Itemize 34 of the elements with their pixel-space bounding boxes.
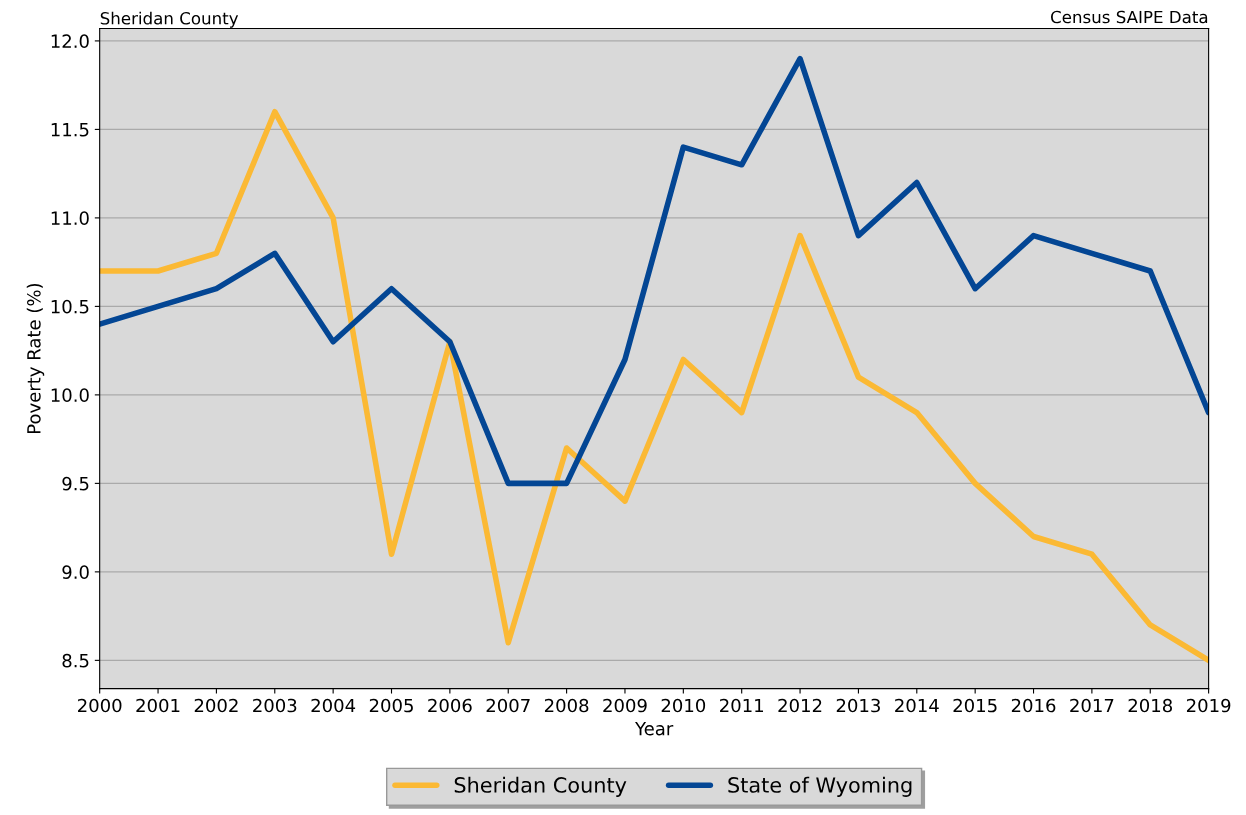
x-axis-title: Year <box>635 721 674 736</box>
y-tick-label: 10.0 <box>51 388 89 402</box>
x-tick-label: 2013 <box>836 698 880 713</box>
x-tick-label: 2004 <box>311 698 356 713</box>
x-tick-label: 2006 <box>428 698 472 713</box>
x-tick-label: 2019 <box>1186 698 1231 713</box>
y-tick-label: 11.0 <box>51 211 89 226</box>
x-tick-label: 2001 <box>136 698 180 713</box>
y-tick-label: 10.5 <box>51 299 89 314</box>
text: Census SAIPE Data <box>1050 10 1208 24</box>
x-tick-label: 2005 <box>369 698 413 713</box>
x-tick-label: 2011 <box>720 698 764 713</box>
x-tick-label: 2018 <box>1128 698 1172 713</box>
y-tick-label: 12.0 <box>51 34 89 49</box>
y-tick-label: 11.5 <box>51 123 89 137</box>
x-tick-label: 2017 <box>1070 698 1114 713</box>
legend-label: State of Wyoming <box>728 776 912 797</box>
x-tick-label: 2009 <box>603 698 647 713</box>
y-tick-label: 9.0 <box>62 565 89 579</box>
x-tick-label: 2010 <box>661 698 706 713</box>
x-tick-label: 2016 <box>1011 698 1056 713</box>
y-axis-title: Poverty Rate (%) <box>26 283 45 434</box>
x-tick-label: 2000 <box>78 698 122 713</box>
x-tick-label: 2014 <box>895 698 939 713</box>
y-tick-label: 8.5 <box>62 653 89 668</box>
x-tick-label: 2007 <box>486 698 530 713</box>
x-tick-label: 2002 <box>194 698 238 713</box>
x-tick-label: 2012 <box>778 698 822 713</box>
y-tick-label: 9.5 <box>62 476 89 491</box>
x-tick-label: 2015 <box>953 698 997 713</box>
x-tick-label: 2003 <box>253 698 297 713</box>
x-tick-label: 2008 <box>544 698 589 713</box>
chart-title: Sheridan County <box>100 11 239 28</box>
legend-label: Sheridan County <box>454 776 627 797</box>
